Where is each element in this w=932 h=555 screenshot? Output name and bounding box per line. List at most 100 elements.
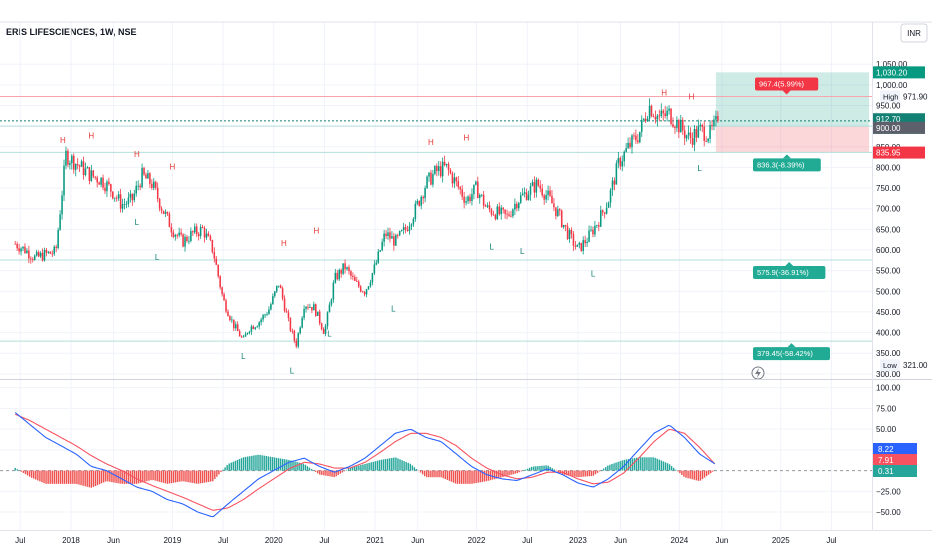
macd-histogram-bar <box>615 462 617 471</box>
candle-body <box>459 187 462 190</box>
macd-histogram-bar <box>181 470 183 482</box>
candle-body <box>311 307 313 311</box>
candle-body <box>633 135 635 137</box>
candle-body <box>613 180 616 185</box>
macd-histogram-bar <box>637 457 640 471</box>
macd-histogram-bar <box>452 470 455 483</box>
candle-body <box>240 336 243 338</box>
candle-body <box>324 326 327 334</box>
candle-body <box>478 195 481 199</box>
macd-histogram-bar <box>541 465 543 471</box>
macd-histogram-bar <box>183 470 185 482</box>
candle-body <box>264 314 266 316</box>
signal-readout-text: 7.91 <box>878 456 894 465</box>
candle-body <box>53 246 56 254</box>
candle-body <box>203 227 206 238</box>
price-marks: H H H H H H H H H H L L L L L L L L L L 967.4(5.99%) 836.3(-8… <box>14 77 830 376</box>
macd-histogram-bar <box>388 458 391 471</box>
candle-body <box>580 242 583 251</box>
level-label-text: 836.3(-8.39%) <box>757 160 805 169</box>
macd-histogram-bar <box>421 470 424 475</box>
macd-histogram-bar <box>417 470 420 472</box>
candle-body <box>250 326 253 332</box>
macd-histogram-bar <box>230 462 232 471</box>
macd-histogram-bar <box>602 468 605 471</box>
candle-body <box>354 277 356 281</box>
candle-body <box>315 304 317 316</box>
macd-line <box>14 412 716 518</box>
swing-high-label: H <box>689 92 695 101</box>
candle-body <box>603 212 606 214</box>
flash-icon[interactable] <box>751 366 765 380</box>
candle-body <box>564 224 567 227</box>
candle-body <box>576 244 579 247</box>
macd-histogram-bar <box>119 470 121 484</box>
price-tick-label: 600.00 <box>876 246 901 255</box>
candle-body <box>699 124 702 127</box>
macd-histogram-bar <box>697 470 700 481</box>
candle-body <box>223 294 225 301</box>
candle-body <box>188 240 190 242</box>
macd-histogram-bar <box>528 467 531 471</box>
candle-body <box>510 215 512 217</box>
macd-histogram-bar <box>403 461 405 471</box>
macd-histogram-bar <box>185 470 187 482</box>
candle-body <box>506 213 508 215</box>
candle-body <box>94 176 97 178</box>
macd-histogram-bar <box>356 466 358 471</box>
candle-body <box>162 210 165 214</box>
macd-histogram-bar <box>582 470 584 477</box>
candle-body <box>233 319 235 329</box>
macd-histogram-bar <box>590 470 593 477</box>
candle-body <box>45 249 48 253</box>
currency-box[interactable] <box>900 23 928 43</box>
currency-label: INR <box>907 29 921 38</box>
candle-body <box>432 174 434 185</box>
macd-marks <box>14 412 716 518</box>
macd-histogram-bar <box>349 467 352 471</box>
candle-body <box>197 234 200 237</box>
macd-histogram-bar <box>312 470 315 471</box>
candle-body <box>182 234 184 247</box>
candle-body <box>672 124 674 127</box>
macd-histogram-bar <box>321 470 323 475</box>
time-tick-label: 2018 <box>62 536 80 545</box>
macd-histogram-bar <box>479 470 481 483</box>
candle-body <box>156 187 159 199</box>
macd-histogram-bar <box>553 469 556 471</box>
candle-body <box>275 285 278 292</box>
time-tick-label: 2021 <box>366 536 384 545</box>
macd-histogram-bar <box>565 470 568 476</box>
candle-body <box>709 125 711 139</box>
macd-histogram-bar <box>405 461 407 471</box>
candle-body <box>209 236 212 240</box>
macd-histogram-bar <box>642 457 644 471</box>
macd-histogram-bar <box>207 470 210 482</box>
candle-body <box>193 226 196 233</box>
macd-histogram-bar <box>584 470 586 477</box>
candle-body <box>104 187 106 192</box>
candle-body <box>570 230 573 235</box>
low-tag-bg <box>880 359 900 372</box>
candle-body <box>41 252 44 261</box>
candle-body <box>539 185 542 189</box>
candle-body <box>195 226 198 235</box>
macd-histogram-bar <box>607 465 609 471</box>
candle-body <box>615 163 618 185</box>
macd-histogram-bar <box>325 470 327 476</box>
macd-histogram-bar <box>177 470 179 483</box>
macd-histogram-bar <box>539 465 541 471</box>
candle-body <box>375 262 378 265</box>
macd-histogram-bar <box>384 459 387 471</box>
candle-body <box>307 306 309 308</box>
macd-histogram-bar <box>300 463 302 471</box>
candle-body <box>543 195 545 200</box>
macd-histogram-bar <box>146 470 148 482</box>
macd-histogram-bar <box>39 470 41 482</box>
candle-body <box>531 182 534 186</box>
macd-histogram-bar <box>508 470 510 476</box>
candle-body <box>578 242 581 245</box>
candle-body <box>361 291 364 293</box>
macd-histogram-bar <box>277 458 280 471</box>
macd-histogram-bar <box>613 463 615 471</box>
